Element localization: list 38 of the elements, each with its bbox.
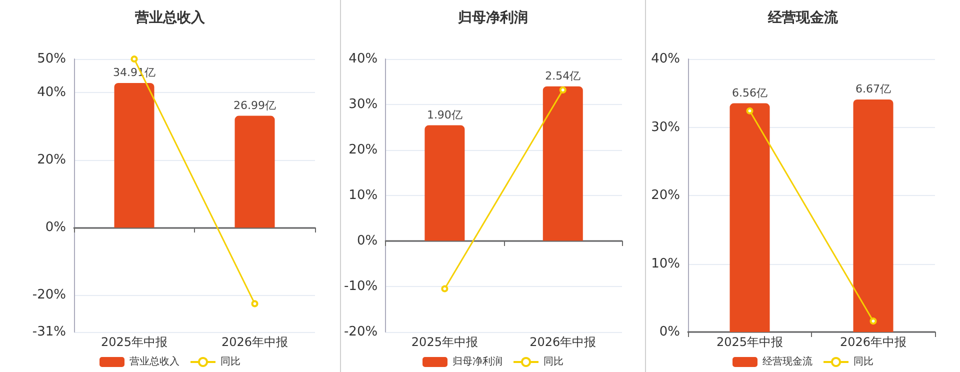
chart-title: 经营现金流	[767, 9, 839, 26]
legend-label: 同比	[544, 356, 564, 368]
x-tick-label: 2025年中报	[411, 335, 478, 349]
y-tick-label: -20%	[32, 287, 66, 302]
x-tick-label: 2026年中报	[530, 335, 596, 349]
y-tick-label: 10%	[348, 188, 378, 203]
y-tick-label: 40%	[37, 85, 66, 100]
y-tick-label: 0%	[659, 324, 680, 340]
data-label: 6.56亿	[732, 86, 768, 100]
y-tick-label: -10%	[344, 279, 378, 294]
legend-label: 经营现金流	[762, 356, 812, 368]
chart-title: 营业总收入	[134, 10, 206, 26]
legend-label: 同比	[220, 356, 240, 368]
data-label: 6.67亿	[856, 82, 891, 96]
legend-label: 同比	[854, 356, 874, 368]
data-label: 26.99亿	[234, 98, 276, 112]
y-tick-label: 10%	[651, 256, 680, 272]
x-tick-label: 2026年中报	[221, 335, 288, 349]
x-tick-label: 2026年中报	[840, 335, 907, 349]
y-tick-label: 20%	[348, 142, 378, 158]
y-tick-label: 20%	[37, 152, 66, 168]
y-tick-label: 0%	[356, 234, 378, 248]
x-tick-label: 2025年中报	[716, 335, 784, 349]
y-tick-label: 40%	[651, 52, 680, 66]
x-tick-label: 2025年中报	[100, 335, 168, 349]
y-tick-label: 50%	[37, 52, 66, 66]
legend-label: 归母净利润	[452, 356, 502, 368]
y-tick-label: 30%	[348, 97, 378, 112]
y-tick-label: 0%	[45, 220, 66, 236]
y-tick-label: -20%	[344, 324, 378, 340]
data-label: 2.54亿	[545, 69, 581, 82]
data-label: 1.90亿	[426, 108, 462, 122]
chart-title: 归母净利润	[457, 9, 528, 26]
legend-label: 营业总收入	[130, 356, 180, 368]
y-tick-label: -31%	[32, 324, 66, 340]
y-tick-label: 30%	[651, 120, 680, 135]
y-tick-label: 40%	[348, 52, 378, 66]
y-tick-label: 20%	[651, 188, 680, 203]
